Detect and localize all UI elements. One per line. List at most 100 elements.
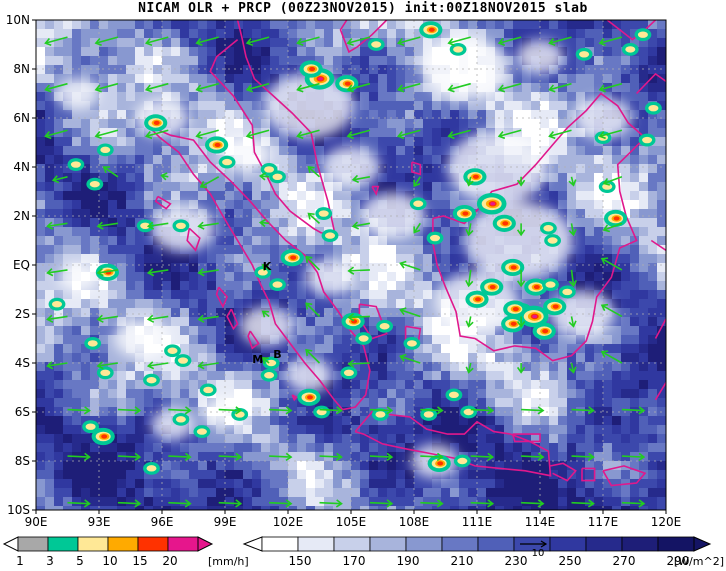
olr-cell bbox=[441, 182, 450, 191]
olr-cell bbox=[279, 425, 288, 434]
olr-cell bbox=[45, 416, 54, 425]
precip-cell bbox=[476, 192, 507, 215]
wind-vector-shaft bbox=[621, 455, 644, 458]
olr-cell bbox=[153, 83, 162, 92]
olr-cell bbox=[486, 506, 495, 510]
olr-cell bbox=[423, 137, 432, 146]
olr-cell bbox=[648, 164, 657, 173]
olr-cell bbox=[171, 398, 180, 407]
olr-cell bbox=[630, 29, 639, 38]
olr-cell bbox=[54, 209, 63, 218]
colorbar-segment bbox=[657, 536, 695, 552]
olr-cell bbox=[459, 497, 468, 506]
olr-cell bbox=[423, 434, 432, 443]
olr-cell bbox=[558, 92, 567, 101]
olr-cell bbox=[252, 65, 261, 74]
wind-vector-head bbox=[296, 131, 304, 140]
olr-cell bbox=[369, 425, 378, 434]
olr-cell bbox=[648, 326, 657, 335]
olr-cell bbox=[288, 470, 297, 479]
olr-cell bbox=[495, 101, 504, 110]
olr-cell bbox=[117, 191, 126, 200]
olr-cell bbox=[189, 38, 198, 47]
olr-cell bbox=[234, 29, 243, 38]
olr-cell bbox=[540, 416, 549, 425]
olr-cell bbox=[72, 371, 81, 380]
olr-cell bbox=[639, 362, 648, 371]
olr-cell bbox=[90, 488, 99, 497]
olr-cell bbox=[135, 443, 144, 452]
olr-cell bbox=[117, 362, 126, 371]
olr-cell bbox=[540, 128, 549, 137]
olr-cell bbox=[360, 425, 369, 434]
olr-cell bbox=[639, 101, 648, 110]
olr-cell bbox=[567, 263, 576, 272]
wind-vector-head bbox=[465, 280, 474, 288]
olr-cell bbox=[441, 29, 450, 38]
olr-cell bbox=[540, 182, 549, 191]
olr-cell bbox=[306, 479, 315, 488]
olr-cell bbox=[342, 29, 351, 38]
wind-vector bbox=[548, 36, 572, 46]
olr-cell bbox=[486, 20, 495, 29]
olr-cell bbox=[162, 74, 171, 83]
olr-cell bbox=[360, 353, 369, 362]
olr-cell bbox=[657, 452, 666, 461]
olr-cell bbox=[126, 461, 135, 470]
olr-cell bbox=[513, 425, 522, 434]
olr-cell bbox=[72, 488, 81, 497]
olr-cell bbox=[234, 488, 243, 497]
olr-cell bbox=[108, 254, 117, 263]
olr-cell bbox=[72, 227, 81, 236]
olr-cell bbox=[540, 389, 549, 398]
olr-cell bbox=[207, 173, 216, 182]
olr-cell bbox=[45, 65, 54, 74]
olr-cell bbox=[648, 155, 657, 164]
olr-cell bbox=[513, 29, 522, 38]
olr-cell bbox=[153, 434, 162, 443]
olr-cell bbox=[414, 191, 423, 200]
wind-vector-head bbox=[465, 179, 474, 187]
olr-cell bbox=[306, 218, 315, 227]
olr-cell bbox=[378, 470, 387, 479]
olr-cell bbox=[117, 83, 126, 92]
olr-cell bbox=[315, 20, 324, 29]
olr-cell bbox=[198, 74, 207, 83]
olr-cell bbox=[657, 443, 666, 452]
wind-vector-head bbox=[399, 307, 407, 316]
reference-vector: 10 bbox=[520, 540, 548, 559]
wind-vector-shaft bbox=[95, 36, 119, 44]
olr-cell bbox=[612, 83, 621, 92]
olr-cell bbox=[657, 128, 666, 137]
olr-cell bbox=[603, 506, 612, 510]
olr-cell bbox=[531, 389, 540, 398]
olr-cell bbox=[324, 389, 333, 398]
olr-cell bbox=[540, 290, 549, 299]
olr-cell bbox=[234, 110, 243, 119]
wind-vector-head bbox=[399, 260, 407, 269]
olr-cell bbox=[558, 497, 567, 506]
olr-cell bbox=[315, 191, 324, 200]
colorbar-segment bbox=[585, 536, 623, 552]
olr-cell bbox=[72, 380, 81, 389]
olr-cell bbox=[216, 101, 225, 110]
olr-cell bbox=[207, 83, 216, 92]
olr-cell bbox=[441, 326, 450, 335]
olr-cell bbox=[477, 479, 486, 488]
wind-vector bbox=[598, 82, 623, 93]
olr-cell bbox=[198, 398, 207, 407]
olr-cell bbox=[576, 146, 585, 155]
olr-cell bbox=[657, 254, 666, 263]
olr-cell bbox=[414, 110, 423, 119]
wind-vector-shaft bbox=[117, 408, 140, 412]
olr-cell bbox=[441, 497, 450, 506]
olr-cell bbox=[585, 38, 594, 47]
wind-vector-head bbox=[94, 37, 102, 46]
olr-cell bbox=[450, 182, 459, 191]
olr-cell bbox=[270, 443, 279, 452]
wind-vector-head bbox=[436, 452, 444, 462]
olr-cell bbox=[585, 407, 594, 416]
olr-cell bbox=[630, 191, 639, 200]
olr-cell bbox=[576, 65, 585, 74]
olr-cell bbox=[594, 83, 603, 92]
